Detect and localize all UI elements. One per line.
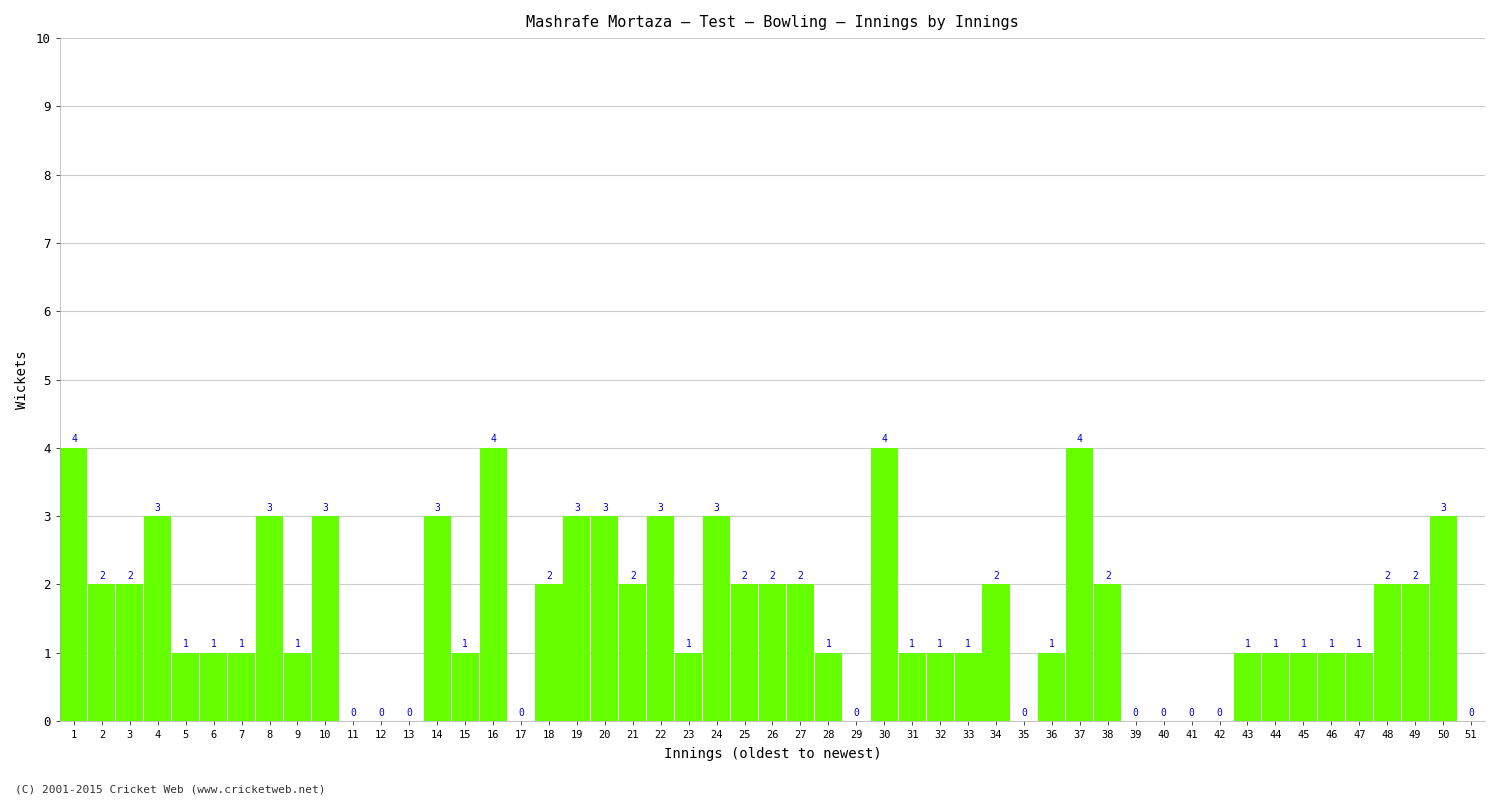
Text: 0: 0 — [1132, 708, 1138, 718]
Text: 0: 0 — [406, 708, 412, 718]
Text: 1: 1 — [210, 639, 216, 650]
Bar — [591, 516, 618, 721]
Bar — [228, 653, 255, 721]
Text: 3: 3 — [1440, 502, 1446, 513]
Text: 2: 2 — [128, 571, 134, 581]
Text: 0: 0 — [1161, 708, 1167, 718]
Y-axis label: Wickets: Wickets — [15, 350, 28, 409]
Text: 3: 3 — [433, 502, 439, 513]
Text: 0: 0 — [1216, 708, 1222, 718]
Bar — [898, 653, 926, 721]
Text: 4: 4 — [1077, 434, 1083, 445]
Bar — [423, 516, 450, 721]
Text: 1: 1 — [1300, 639, 1306, 650]
Bar — [1290, 653, 1317, 721]
Bar — [88, 585, 116, 721]
Bar — [60, 448, 87, 721]
Bar — [704, 516, 730, 721]
Text: 1: 1 — [825, 639, 831, 650]
Text: 2: 2 — [993, 571, 999, 581]
Bar — [646, 516, 675, 721]
Bar — [927, 653, 954, 721]
Text: 1: 1 — [686, 639, 692, 650]
Bar — [982, 585, 1010, 721]
Title: Mashrafe Mortaza – Test – Bowling – Innings by Innings: Mashrafe Mortaza – Test – Bowling – Inni… — [526, 15, 1019, 30]
Text: 2: 2 — [99, 571, 105, 581]
Bar — [256, 516, 284, 721]
Text: 3: 3 — [658, 502, 663, 513]
Bar — [200, 653, 226, 721]
Bar — [759, 585, 786, 721]
Text: 0: 0 — [518, 708, 524, 718]
Bar — [312, 516, 339, 721]
Bar — [480, 448, 507, 721]
Text: 1: 1 — [909, 639, 915, 650]
Bar — [730, 585, 758, 721]
Bar — [117, 585, 144, 721]
Bar — [1094, 585, 1122, 721]
Text: 0: 0 — [351, 708, 357, 718]
Bar — [536, 585, 562, 721]
Text: 4: 4 — [70, 434, 76, 445]
Text: 0: 0 — [1468, 708, 1474, 718]
Bar — [815, 653, 842, 721]
Bar — [284, 653, 310, 721]
Text: 1: 1 — [1329, 639, 1335, 650]
Text: 3: 3 — [602, 502, 608, 513]
Text: 1: 1 — [183, 639, 189, 650]
Text: 1: 1 — [1245, 639, 1251, 650]
Bar — [620, 585, 646, 721]
Bar — [452, 653, 478, 721]
Bar — [954, 653, 981, 721]
Text: 0: 0 — [1022, 708, 1028, 718]
Text: 3: 3 — [574, 502, 580, 513]
Text: 2: 2 — [798, 571, 804, 581]
Text: 1: 1 — [462, 639, 468, 650]
Text: 3: 3 — [714, 502, 720, 513]
Bar — [1401, 585, 1428, 721]
Bar — [788, 585, 814, 721]
Bar — [1066, 448, 1094, 721]
Bar — [870, 448, 898, 721]
Bar — [564, 516, 591, 721]
Text: 0: 0 — [378, 708, 384, 718]
Text: 3: 3 — [267, 502, 273, 513]
Bar — [1234, 653, 1262, 721]
Bar — [1346, 653, 1372, 721]
Text: 2: 2 — [630, 571, 636, 581]
Bar — [675, 653, 702, 721]
Bar — [1430, 516, 1456, 721]
Text: 1: 1 — [1048, 639, 1054, 650]
Text: 2: 2 — [741, 571, 747, 581]
Text: 1: 1 — [294, 639, 300, 650]
Text: 3: 3 — [322, 502, 328, 513]
Text: 1: 1 — [1272, 639, 1278, 650]
Bar — [1318, 653, 1346, 721]
X-axis label: Innings (oldest to newest): Innings (oldest to newest) — [663, 747, 882, 761]
Text: 1: 1 — [938, 639, 944, 650]
Text: 0: 0 — [853, 708, 859, 718]
Text: 1: 1 — [238, 639, 244, 650]
Text: 2: 2 — [1106, 571, 1110, 581]
Text: 2: 2 — [1384, 571, 1390, 581]
Bar — [1038, 653, 1065, 721]
Text: (C) 2001-2015 Cricket Web (www.cricketweb.net): (C) 2001-2015 Cricket Web (www.cricketwe… — [15, 784, 326, 794]
Text: 2: 2 — [1412, 571, 1418, 581]
Text: 2: 2 — [770, 571, 776, 581]
Text: 1: 1 — [1356, 639, 1362, 650]
Text: 0: 0 — [1188, 708, 1194, 718]
Bar — [1374, 585, 1401, 721]
Bar — [172, 653, 200, 721]
Text: 1: 1 — [964, 639, 970, 650]
Text: 4: 4 — [490, 434, 496, 445]
Text: 2: 2 — [546, 571, 552, 581]
Bar — [1262, 653, 1288, 721]
Text: 4: 4 — [882, 434, 886, 445]
Bar — [144, 516, 171, 721]
Text: 3: 3 — [154, 502, 160, 513]
